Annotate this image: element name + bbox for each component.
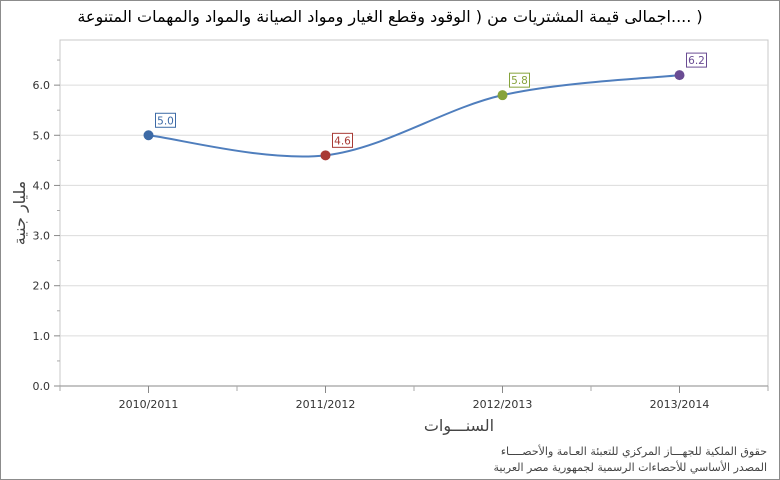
y-tick-label: 0.0: [33, 380, 51, 393]
y-tick-label: 5.0: [33, 129, 51, 142]
data-label-text: 5.0: [157, 115, 174, 127]
data-label-text: 4.6: [334, 135, 351, 147]
plot-area: [59, 39, 769, 387]
data-label-box: [509, 72, 530, 88]
credits-line-1: حقوق الملكية للجهـــاز المركزي للتعبئة ا…: [500, 445, 767, 458]
data-label-text: 6.2: [688, 55, 705, 67]
data-label: 5.8: [509, 72, 530, 88]
y-tick-label: 1.0: [33, 330, 51, 343]
data-label-box: [332, 132, 353, 148]
data-label: 5.0: [155, 112, 176, 128]
series-line: [148, 74, 680, 158]
credits: حقوق الملكية للجهـــاز المركزي للتعبئة ا…: [493, 444, 767, 476]
credits-line-2: المصدر الأساسي للأحصاءات الرسمية لجمهوري…: [493, 461, 767, 474]
y-tick-label: 6.0: [33, 79, 51, 92]
y-tick-label: 2.0: [33, 280, 51, 293]
data-label: 6.2: [686, 52, 707, 68]
data-label-box: [686, 52, 707, 68]
data-point: [143, 130, 154, 141]
y-tick-label: 4.0: [33, 179, 51, 192]
data-point: [674, 70, 685, 81]
data-label-box: [155, 112, 176, 128]
data-point: [497, 90, 508, 101]
data-point: [320, 150, 331, 161]
x-tick-label: 2012/2013: [473, 398, 533, 411]
data-label-text: 5.8: [511, 75, 528, 87]
x-axis-label: السنـــوات: [424, 416, 494, 436]
y-tick-label: 3.0: [33, 230, 51, 243]
x-tick-label: 2010/2011: [119, 398, 179, 411]
data-label: 4.6: [332, 132, 353, 148]
chart-title: ( ....اجمالى قيمة المشتريات من ( الوقود …: [77, 7, 703, 26]
x-tick-label: 2013/2014: [650, 398, 710, 411]
x-tick-label: 2011/2012: [296, 398, 356, 411]
y-axis-label: مليار جنية: [10, 181, 30, 246]
